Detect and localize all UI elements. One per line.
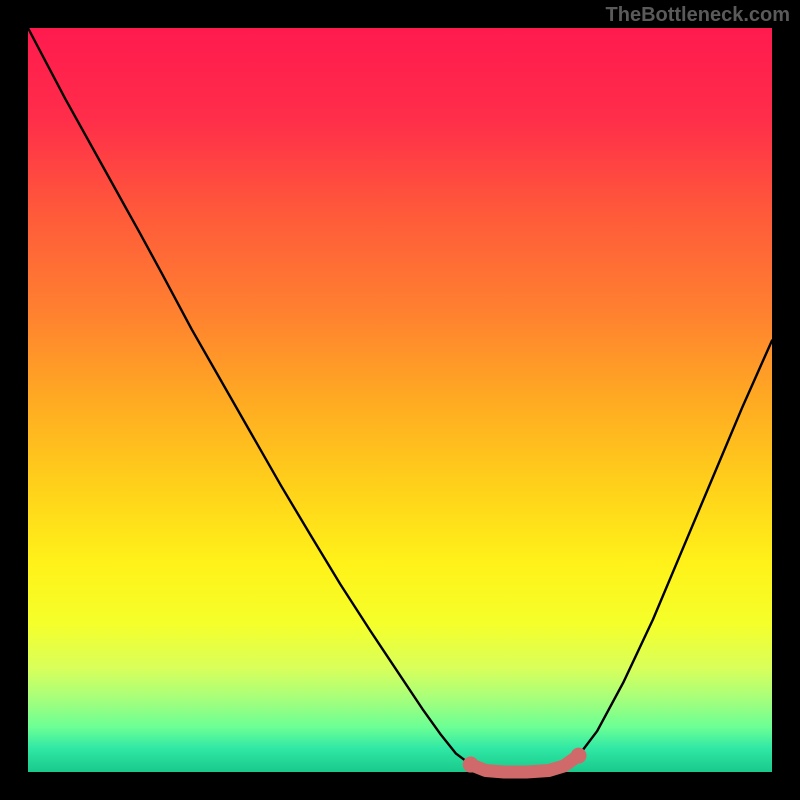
flat-band-start-dot (463, 757, 479, 773)
attribution-text: TheBottleneck.com (606, 4, 790, 27)
bottleneck-chart (0, 0, 800, 800)
flat-band-end-dot (571, 748, 587, 764)
chart-container: TheBottleneck.com (0, 0, 800, 800)
plot-area (28, 28, 772, 772)
